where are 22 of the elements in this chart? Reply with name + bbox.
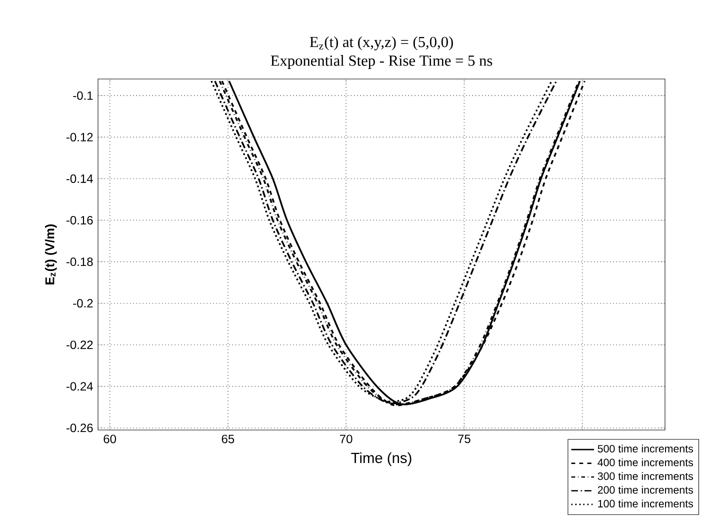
y-tick-label: -0.24 bbox=[66, 382, 93, 391]
x-axis-title: Time (ns) bbox=[351, 452, 412, 466]
legend-label: 300 time increments bbox=[598, 472, 694, 480]
y-tick-label: -0.1 bbox=[73, 91, 93, 100]
chart-title: E$_{z}$(t) at (x,y,z) = (5,0,0) bbox=[310, 36, 453, 50]
x-tick-label: 65 bbox=[222, 434, 234, 444]
x-tick-label: 70 bbox=[340, 434, 352, 444]
y-tick-label: -0.16 bbox=[66, 216, 93, 224]
legend-label: 100 time increments bbox=[598, 500, 694, 508]
y-tick-label: -0.14 bbox=[66, 174, 93, 183]
legend-label: 500 time increments bbox=[598, 444, 694, 453]
y-tick-label: -0.18 bbox=[66, 258, 93, 266]
y-tick-label: -0.22 bbox=[66, 340, 93, 350]
y-axis-title: E$_{z}$(t) (V/m) bbox=[44, 224, 57, 284]
legend-label: 400 time increments bbox=[598, 458, 694, 466]
y-tick-label: -0.12 bbox=[66, 132, 93, 142]
y-tick-label: -0.26 bbox=[66, 424, 93, 432]
legend-label: 200 time increments bbox=[598, 486, 694, 494]
x-tick-label: 60 bbox=[104, 434, 116, 444]
x-tick-label: 75 bbox=[458, 434, 470, 444]
chart-subtitle: Exponential Step - Rise Time = 5 ns bbox=[270, 55, 492, 69]
y-tick-label: -0.2 bbox=[73, 299, 93, 308]
